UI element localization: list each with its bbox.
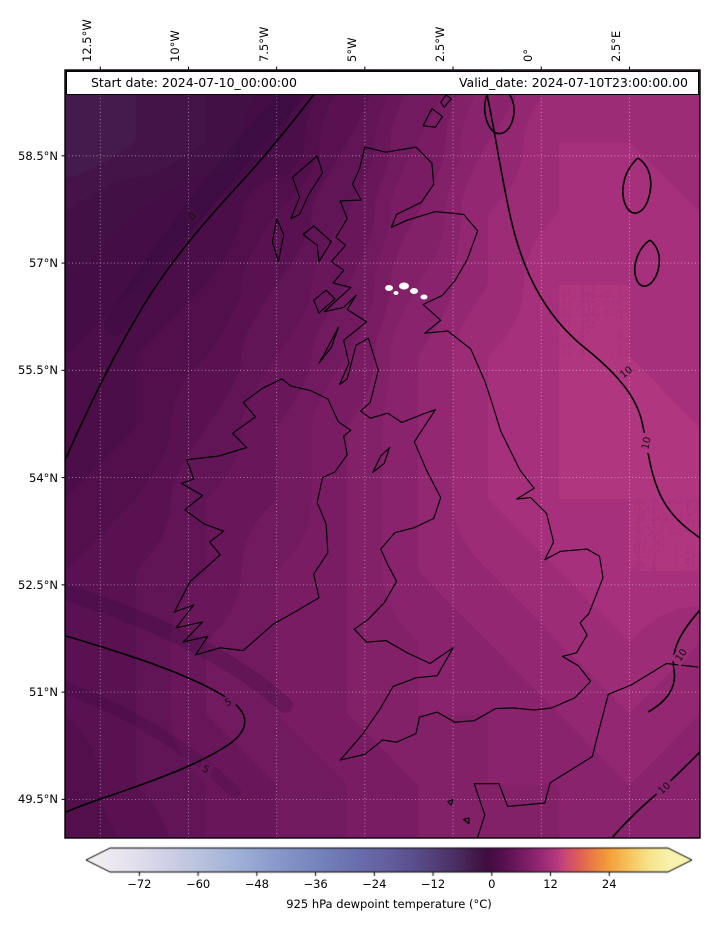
colorbar-tick-label: 12: [543, 877, 558, 891]
lat-tick-label: 52.5°N: [18, 577, 58, 592]
lat-tick-label: 57°N: [29, 256, 58, 271]
lat-tick-label: 58.5°N: [18, 148, 58, 163]
lat-tick-label: 54°N: [29, 470, 58, 485]
lon-tick-label: 0°: [521, 48, 536, 62]
lat-tick-label: 51°N: [29, 685, 58, 700]
colorbar-tick-label: −48: [244, 877, 269, 891]
colorbar-tick-label: 0: [488, 877, 496, 891]
lon-tick-label: 10°W: [168, 30, 183, 62]
colorbar-canvas: [0, 846, 716, 878]
dewpoint-field-canvas: [65, 70, 700, 838]
lat-tick-label: 55.5°N: [18, 363, 58, 378]
colorbar-tick-label: −24: [362, 877, 387, 891]
lon-tick-label: 2.5°E: [609, 30, 624, 62]
valid-date-label: Valid_date: 2024-07-10T23:00:00.00: [458, 75, 688, 90]
colorbar-caption: 925 hPa dewpoint temperature (°C): [286, 897, 492, 911]
map-title-bar: Start date: 2024-07-10_00:00:00 Valid_da…: [66, 71, 699, 95]
start-date-label: Start date: 2024-07-10_00:00:00: [91, 75, 297, 90]
lon-tick-label: 12.5°W: [80, 19, 95, 62]
colorbar-tick-label: −72: [127, 877, 152, 891]
colorbar-tick-label: 24: [601, 877, 617, 891]
lon-tick-label: 5°W: [344, 37, 359, 62]
colorbar-tick-label: −60: [185, 877, 211, 891]
lon-tick-label: 7.5°W: [256, 26, 271, 62]
lon-tick-label: 2.5°W: [433, 26, 448, 62]
lat-tick-label: 49.5°N: [18, 792, 58, 807]
colorbar-tick-label: −36: [303, 877, 328, 891]
colorbar-tick-label: −12: [420, 877, 446, 891]
